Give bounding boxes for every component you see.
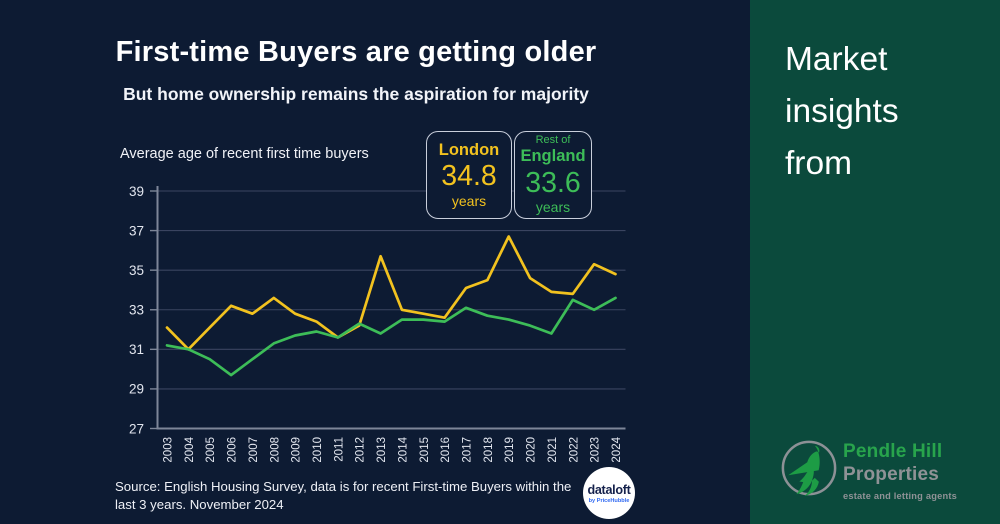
brand-panel: Market insights from Pendle Hill Propert… [750,0,1000,524]
svg-text:2006: 2006 [227,437,239,463]
pendle-logo-text: Pendle Hill Properties estate and lettin… [843,439,957,501]
svg-text:2005: 2005 [205,437,217,463]
svg-text:37: 37 [129,223,144,238]
source-note-line2: last 3 years. November 2024 [115,496,284,512]
dataloft-logo-subtitle: by PriceHubble [588,497,630,504]
svg-text:35: 35 [129,263,144,278]
svg-text:2016: 2016 [440,437,452,463]
svg-text:2018: 2018 [483,437,495,463]
stat-card-london-region: London [438,140,500,159]
pendle-logo-name-bottom: Properties [843,463,939,485]
stat-card-roe-value: 33.6 [525,166,581,199]
svg-text:2004: 2004 [184,436,196,462]
pendle-logo-name-top: Pendle Hill [843,441,943,462]
svg-text:2014: 2014 [397,436,409,462]
svg-text:31: 31 [129,342,144,357]
svg-text:2022: 2022 [568,437,580,463]
svg-text:2003: 2003 [163,437,175,463]
stat-card-roe-region-line1: Rest of [535,133,571,146]
svg-text:2010: 2010 [312,437,324,463]
svg-text:2024: 2024 [611,436,623,462]
dataloft-logo-name: dataloft [587,482,631,497]
source-note: Source: English Housing Survey, data is … [115,478,571,514]
pendle-logo-tagline: estate and letting agents [843,490,958,501]
pendle-hill-logo: Pendle Hill Properties estate and lettin… [780,439,957,501]
svg-text:33: 33 [129,303,144,318]
source-note-line1: Source: English Housing Survey, data is … [115,479,572,494]
svg-text:29: 29 [129,382,144,397]
svg-text:2011: 2011 [333,437,345,462]
svg-text:2020: 2020 [526,437,538,463]
panel-heading-line2: insights [785,92,899,130]
svg-text:2019: 2019 [504,437,516,463]
dataloft-logo: dataloft by PriceHubble [583,467,635,519]
svg-text:2012: 2012 [355,437,367,463]
svg-text:27: 27 [129,421,144,436]
chart-panel: 27 29 31 33 35 37 39 2003 2004 2005 2006 2007 2008 20… [115,36,635,519]
stat-card-london: London 34.8 years [426,131,512,219]
panel-heading-line1: Market [785,41,888,78]
panel-heading: Market insights from [785,34,899,190]
svg-text:2007: 2007 [248,437,260,463]
witch-logo-icon [781,440,837,497]
panel-heading-line3: from [785,144,852,182]
svg-text:2017: 2017 [462,437,474,463]
svg-text:2021: 2021 [547,437,559,463]
stat-card-roe-region-line2: England [520,146,586,165]
stat-card-roe-unit: years [535,199,571,216]
svg-text:2015: 2015 [419,437,431,463]
svg-text:2008: 2008 [269,437,281,463]
svg-text:2013: 2013 [376,437,388,463]
stat-card-london-value: 34.8 [441,159,497,192]
line-chart: 27 29 31 33 35 37 39 2003 2004 2005 2006 2007 2008 20… [129,184,626,463]
page-title: First-time Buyers are getting older [115,36,597,68]
chart-caption: Average age of recent first time buyers [120,146,369,162]
page-subtitle: But home ownership remains the aspiratio… [123,84,589,104]
svg-text:39: 39 [129,184,144,199]
stat-card-rest-of-england: Rest of England 33.6 years [514,131,592,219]
stat-card-london-unit: years [451,192,487,209]
svg-text:2023: 2023 [590,437,602,463]
svg-text:2009: 2009 [291,437,303,463]
